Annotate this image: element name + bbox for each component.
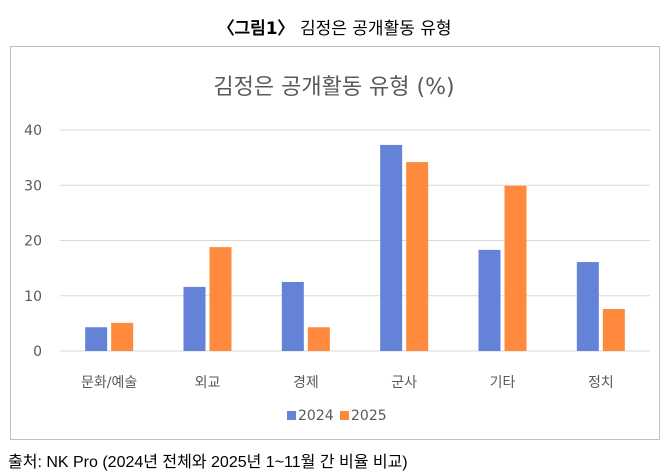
bar-2025-3	[406, 162, 429, 351]
legend-label-2024: 2024	[298, 408, 334, 424]
figure-caption: 김정은 공개활동 유형	[299, 19, 452, 39]
bar-2025-4	[504, 185, 527, 351]
legend-swatch-2024	[287, 411, 296, 420]
chart-frame	[10, 46, 660, 440]
x-tick-label: 경제	[293, 375, 319, 391]
legend-swatch-2025	[340, 411, 349, 420]
source-note: 출처: NK Pro (2024년 전체와 2025년 1~11월 간 비율 비…	[8, 454, 408, 471]
y-tick-label: 20	[24, 234, 42, 250]
y-tick-label: 40	[24, 123, 42, 139]
bar-2024-0	[85, 327, 108, 351]
bar-2024-2	[281, 281, 304, 351]
bar-2025-2	[307, 327, 330, 351]
x-tick-label: 외교	[195, 375, 221, 391]
figure-label: 〈그림1〉	[217, 19, 295, 39]
bar-2025-5	[602, 309, 625, 351]
bar-2024-1	[183, 286, 206, 351]
bar-2024-3	[380, 144, 403, 351]
bar-2024-4	[478, 249, 501, 351]
y-tick-label: 10	[24, 289, 42, 305]
bar-2025-0	[111, 322, 134, 351]
x-tick-label: 정치	[588, 375, 614, 391]
bar-2024-5	[576, 262, 599, 351]
y-tick-label: 0	[33, 344, 42, 360]
bar-2025-1	[209, 247, 232, 351]
x-tick-label: 문화/예술	[81, 375, 137, 391]
x-tick-label: 군사	[391, 375, 417, 391]
legend-label-2025: 2025	[351, 408, 387, 424]
x-tick-label: 기타	[490, 375, 516, 391]
chart-title: 김정은 공개활동 유형 (%)	[213, 75, 454, 100]
y-tick-label: 30	[24, 178, 42, 194]
figure-title: 〈그림1〉 김정은 공개활동 유형	[0, 14, 669, 39]
